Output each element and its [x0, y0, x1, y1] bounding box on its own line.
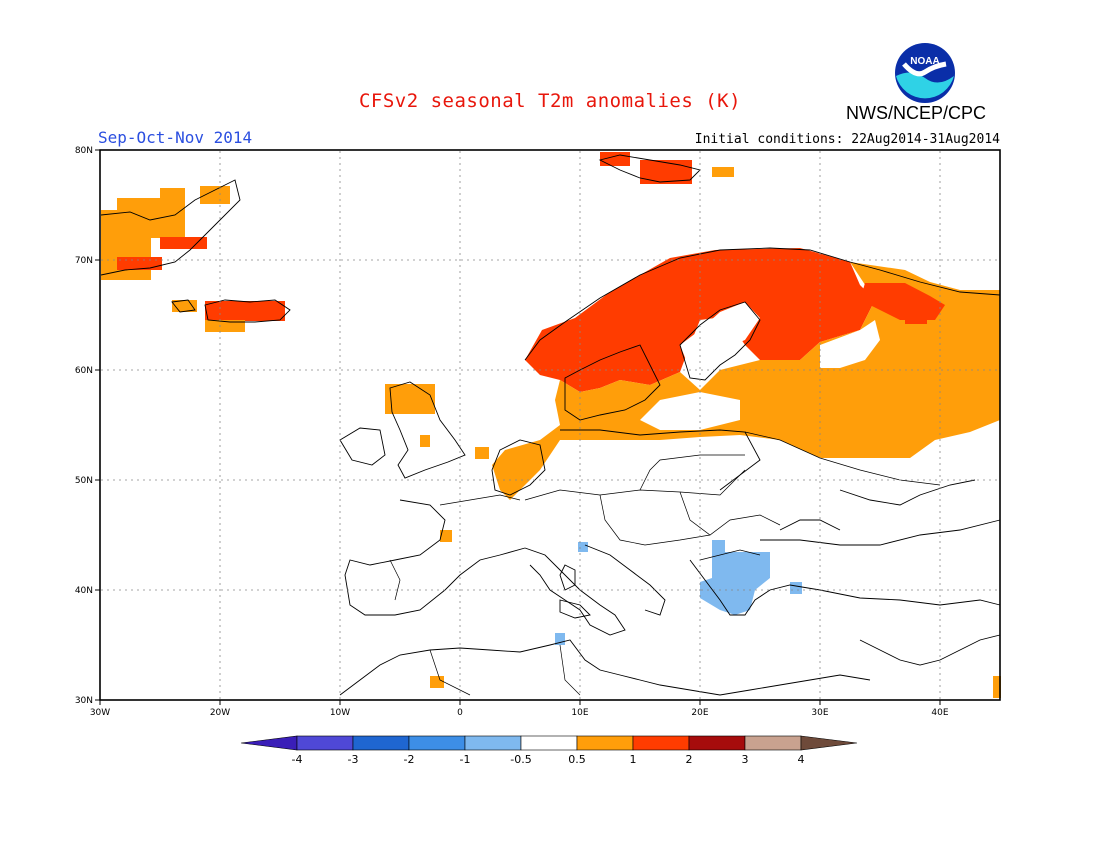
agency-label: NWS/NCEP/CPC: [846, 103, 987, 123]
lon-label: 0: [457, 708, 463, 718]
colorbar-segment: [296, 735, 354, 751]
lon-label: 30W: [90, 708, 110, 718]
colorbar-label: -1: [460, 753, 471, 766]
anomaly-hole: [680, 302, 760, 370]
colorbar-segment: [744, 735, 802, 751]
lon-labels: 30W 20W 10W 0 10E 20E 30E 40E: [90, 708, 949, 718]
anomaly-hole: [640, 392, 740, 430]
lat-label: 40N: [75, 586, 93, 596]
anomaly-cell-warm1: [160, 188, 185, 202]
grid: [101, 151, 999, 699]
anomaly-cell-cool1: [555, 633, 565, 645]
colorbar-arrow-low: [240, 735, 298, 751]
season-label: Sep-Oct-Nov 2014: [98, 128, 253, 147]
lon-label: 20W: [210, 708, 230, 718]
colorbar-segment: [688, 735, 746, 751]
tick-marks: [95, 149, 941, 705]
colorbar-segment: [520, 735, 578, 751]
anomaly-cell-cool1: [790, 582, 802, 594]
anomaly-cell-warm1: [440, 530, 452, 542]
colorbar-label: 3: [742, 753, 749, 766]
colorbar-label: 4: [798, 753, 805, 766]
colorbar-segment: [576, 735, 634, 751]
coastlines: [100, 154, 1001, 696]
colorbar-label: 0.5: [568, 753, 586, 766]
colorbar-segment: [352, 735, 410, 751]
map-frame: [99, 149, 1001, 701]
colorbar-label: -4: [292, 753, 303, 766]
lon-label: 10W: [330, 708, 350, 718]
anomaly-shading: [101, 152, 1001, 698]
colorbar-label: -3: [348, 753, 359, 766]
anomaly-cell-warm1: [200, 186, 230, 204]
anomaly-cell-warm1: [993, 676, 1001, 698]
anomaly-cell-warm1: [205, 320, 245, 332]
colorbar: -4 -3 -2 -1 -0.5 0.5 1 2 3 4: [240, 735, 858, 766]
colorbar-arrow-high: [800, 735, 858, 751]
lon-label: 10E: [571, 708, 588, 718]
anomaly-cell-warm1: [172, 300, 197, 312]
lon-label: 40E: [931, 708, 948, 718]
colorbar-label: 1: [630, 753, 637, 766]
initial-conditions-label: Initial conditions: 22Aug2014-31Aug2014: [694, 132, 1000, 147]
anomaly-cell-warm2: [905, 312, 927, 324]
anomaly-cell-warm1: [475, 447, 489, 459]
lat-label: 30N: [75, 696, 93, 706]
colorbar-label: -0.5: [510, 753, 531, 766]
anomaly-cell-warm2: [117, 257, 162, 270]
colorbar-segment: [408, 735, 466, 751]
anomaly-cell-warm1: [430, 676, 444, 688]
lon-label: 20E: [691, 708, 708, 718]
map-title: CFSv2 seasonal T2m anomalies (K): [358, 90, 742, 112]
lat-label: 70N: [75, 256, 93, 266]
borders: [389, 431, 941, 696]
anomaly-cell-warm1: [712, 167, 734, 177]
lat-label: 60N: [75, 366, 93, 376]
anomaly-hole: [820, 320, 880, 368]
anomaly-cell-warm1: [420, 435, 430, 447]
noaa-logo-text: NOAA: [910, 56, 939, 67]
colorbar-label: -2: [404, 753, 415, 766]
lon-label: 30E: [811, 708, 828, 718]
lat-label: 50N: [75, 476, 93, 486]
noaa-logo-icon: NOAA: [895, 43, 955, 103]
anomaly-cell-warm2: [160, 237, 207, 249]
anomaly-cell-warm2: [205, 301, 285, 321]
lat-labels: 80N 70N 60N 50N 40N 30N: [75, 146, 93, 706]
anomaly-cell-warm1: [385, 384, 435, 414]
anomaly-cell-cool1: [578, 542, 588, 552]
colorbar-segment: [464, 735, 522, 751]
colorbar-label: 2: [686, 753, 693, 766]
anomaly-cell-warm1: [117, 198, 185, 238]
lat-label: 80N: [75, 146, 93, 156]
anomaly-patch-warm2: [860, 283, 945, 320]
colorbar-segment: [632, 735, 690, 751]
